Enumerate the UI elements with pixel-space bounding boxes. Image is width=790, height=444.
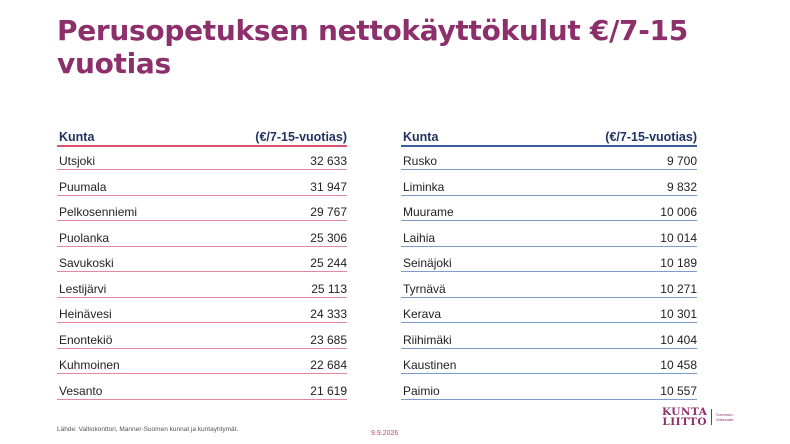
cell-kunta: Paimio — [403, 383, 440, 398]
slide-date: 9.9.2026 — [371, 430, 399, 437]
table-row: Paimio 10 557 — [401, 374, 697, 400]
cell-kunta: Puumala — [59, 179, 107, 194]
header-value: (€/7-15-vuotias) — [605, 130, 697, 144]
cell-value: 25 244 — [310, 256, 347, 270]
cell-value: 29 767 — [310, 205, 347, 219]
table-row: Kuhmoinen 22 684 — [57, 349, 347, 374]
cell-kunta: Liminka — [403, 179, 445, 194]
cell-kunta: Savukoski — [59, 256, 114, 270]
cell-kunta: Seinäjoki — [403, 256, 452, 270]
logo-sub2: förbundet — [716, 417, 734, 422]
cell-kunta: Kerava — [403, 307, 442, 321]
logo-sub1: Kommun- — [716, 412, 734, 417]
table-row: Seinäjoki 10 189 — [401, 247, 697, 272]
left-table: Kunta (€/7-15-vuotias) Utsjoki 32 633 Puu… — [57, 126, 347, 400]
table-row: Riihimäki 10 404 — [401, 323, 697, 349]
cell-value: 10 301 — [660, 307, 697, 321]
cell-value: 31 947 — [310, 179, 347, 194]
kuntaliitto-logo: KUNTA LIITTO Kommun- förbundet — [662, 406, 734, 428]
cell-kunta: Kaustinen — [403, 358, 457, 372]
cell-value: 22 684 — [310, 358, 347, 372]
cell-value: 21 619 — [310, 383, 347, 398]
cell-value: 25 113 — [311, 281, 347, 296]
cell-kunta: Muurame — [403, 205, 454, 219]
cell-value: 32 633 — [310, 154, 347, 168]
cell-value: 10 404 — [660, 332, 697, 347]
table-row: Rusko 9 700 — [401, 147, 697, 170]
cell-kunta: Kuhmoinen — [59, 358, 120, 372]
table-row: Puumala 31 947 — [57, 170, 347, 196]
table-row: Utsjoki 32 633 — [57, 147, 347, 170]
logo-line1: KUNTA — [662, 406, 708, 418]
table-row: Puolanka 25 306 — [57, 221, 347, 247]
cell-kunta: Puolanka — [59, 230, 110, 245]
logo-wordmark: KUNTA LIITTO — [662, 406, 708, 428]
cell-kunta: Lestijärvi — [59, 281, 107, 296]
cell-kunta: Enontekiö — [59, 332, 113, 347]
logo-subtext: Kommun- förbundet — [716, 412, 733, 422]
cell-kunta: Pelkosenniemi — [59, 205, 138, 219]
header-kunta: Kunta — [59, 130, 95, 144]
cell-value: 10 189 — [660, 256, 697, 270]
table-row: Lestijärvi 25 113 — [57, 272, 347, 298]
table-row: Pelkosenniemi 29 767 — [57, 196, 347, 221]
source-note: Lähde: Valtiokonttori, Manner-Suomen kun… — [57, 426, 239, 433]
cell-value: 10 006 — [660, 205, 697, 219]
table-row: Vesanto 21 619 — [57, 374, 347, 400]
logo-line2: LIITTO — [662, 416, 707, 428]
table-row: Enontekiö 23 685 — [57, 323, 347, 349]
right-table: Kunta (€/7-15-vuotias) Rusko 9 700 Limink… — [401, 126, 697, 400]
cell-kunta: Rusko — [403, 154, 438, 168]
slide-title: Perusopetuksen nettokäyttökulut €/7-15 v… — [57, 14, 688, 80]
right-table-header: Kunta (€/7-15-vuotias) — [401, 126, 697, 147]
cell-kunta: Heinävesi — [59, 307, 112, 321]
cell-kunta: Tyrnävä — [403, 281, 446, 296]
table-row: Kerava 10 301 — [401, 298, 697, 323]
cell-value: 9 832 — [666, 179, 697, 194]
logo-divider — [711, 409, 713, 425]
cell-kunta: Laihia — [403, 230, 436, 245]
table-row: Tyrnävä 10 271 — [401, 272, 697, 298]
cell-value: 10 014 — [660, 230, 697, 245]
right-table-body: Rusko 9 700 Liminka 9 832 Muurame 10 006 La… — [401, 147, 697, 400]
cell-value: 10 271 — [660, 281, 697, 296]
table-row: Muurame 10 006 — [401, 196, 697, 221]
cell-kunta: Utsjoki — [59, 154, 96, 168]
cell-value: 9 700 — [666, 154, 697, 168]
table-row: Savukoski 25 244 — [57, 247, 347, 272]
cell-value: 10 557 — [660, 383, 697, 398]
table-row: Kaustinen 10 458 — [401, 349, 697, 374]
header-value: (€/7-15-vuotias) — [255, 130, 347, 144]
cell-kunta: Vesanto — [59, 383, 103, 398]
table-row: Heinävesi 24 333 — [57, 298, 347, 323]
left-table-header: Kunta (€/7-15-vuotias) — [57, 126, 347, 147]
table-row: Laihia 10 014 — [401, 221, 697, 247]
left-table-body: Utsjoki 32 633 Puumala 31 947 Pelkosenniem… — [57, 147, 347, 400]
header-kunta: Kunta — [403, 130, 439, 144]
cell-value: 10 458 — [660, 358, 697, 372]
cell-kunta: Riihimäki — [403, 332, 452, 347]
cell-value: 25 306 — [310, 230, 347, 245]
cell-value: 23 685 — [310, 332, 347, 347]
table-row: Liminka 9 832 — [401, 170, 697, 196]
cell-value: 24 333 — [310, 307, 347, 321]
